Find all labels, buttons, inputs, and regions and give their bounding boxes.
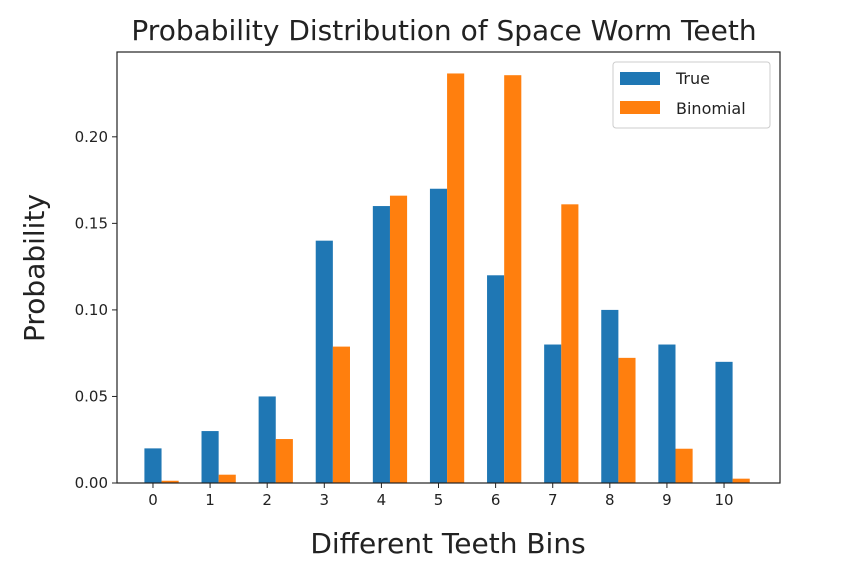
x-tick-label: 4 — [377, 491, 387, 509]
x-tick-label: 9 — [662, 491, 672, 509]
bar-true-5 — [429, 188, 448, 483]
bar-binomial-0 — [161, 480, 179, 483]
x-tick-label: 5 — [434, 491, 444, 509]
plot-frame — [116, 51, 781, 484]
bar-true-6 — [487, 275, 505, 483]
bar-true-3 — [315, 240, 333, 483]
bar-binomial-1 — [218, 474, 236, 483]
legend-swatch-binomial — [620, 101, 660, 114]
x-tick-label: 6 — [491, 491, 501, 509]
legend-label-true: True — [675, 69, 710, 88]
y-tick-label: 0.10 — [75, 301, 108, 319]
bar-true-2 — [258, 396, 276, 483]
y-tick-label: 0.15 — [75, 214, 108, 232]
legend: True Binomial — [612, 61, 771, 129]
x-tick-label: 1 — [205, 491, 215, 509]
bar-true-0 — [144, 448, 162, 483]
bar-binomial-9 — [675, 448, 693, 483]
y-tick-label: 0.00 — [75, 474, 108, 492]
y-axis-label: Probability — [18, 194, 51, 342]
bar-binomial-4 — [389, 195, 408, 483]
bar-binomial-2 — [275, 439, 293, 483]
bar-binomial-3 — [332, 346, 350, 483]
x-tick-label: 10 — [714, 491, 733, 509]
bar-binomial-10 — [732, 478, 750, 483]
bar-true-10 — [715, 361, 733, 483]
bar-true-1 — [201, 431, 219, 483]
bar-true-4 — [372, 206, 390, 483]
x-axis-label: Different Teeth Bins — [310, 527, 585, 560]
bar-true-9 — [658, 344, 676, 483]
x-tick-label: 0 — [148, 491, 158, 509]
x-tick-label: 2 — [262, 491, 272, 509]
legend-label-binomial: Binomial — [676, 99, 746, 118]
x-tick-label: 7 — [548, 491, 558, 509]
bar-true-8 — [601, 309, 619, 483]
bar-true-7 — [544, 344, 562, 483]
bar-binomial-6 — [504, 75, 522, 484]
legend-swatch-true — [620, 72, 660, 85]
chart-title: Probability Distribution of Space Worm T… — [131, 14, 756, 47]
y-tick-label: 0.20 — [75, 128, 108, 146]
bar-binomial-8 — [618, 357, 636, 483]
x-tick-label: 8 — [605, 491, 615, 509]
y-tick-label: 0.05 — [75, 387, 108, 405]
bar-binomial-5 — [447, 73, 465, 484]
x-tick-label: 3 — [320, 491, 330, 509]
bar-binomial-7 — [561, 204, 579, 483]
